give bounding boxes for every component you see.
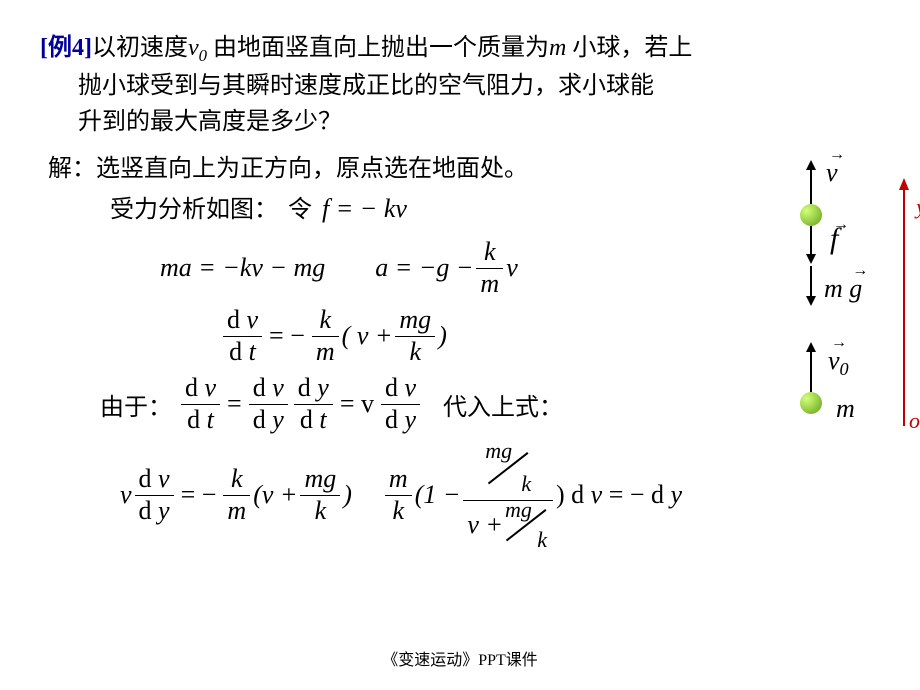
v-arrow-shaft: [810, 168, 812, 204]
slide-content: [例4]以初速度v0 由地面竖直向上抛出一个质量为m 小球，若上 抛小球受到与其…: [0, 0, 920, 690]
force-diagram: y o →v →f m →g →v0 m: [750, 150, 900, 470]
ball-upper: [800, 204, 822, 226]
f-label: →f: [830, 222, 838, 256]
problem-statement: [例4]以初速度v0 由地面竖直向上抛出一个质量为m 小球，若上 抛小球受到与其…: [40, 30, 880, 140]
v0-arrow-shaft: [810, 350, 812, 392]
m-var: m: [549, 35, 566, 61]
eq3-label-b: 代入上式：: [443, 387, 563, 422]
v0-arrow-head: [806, 342, 816, 352]
slide-footer: 《变速运动》PPT课件: [0, 646, 920, 670]
problem-line2: 抛小球受到与其瞬时速度成正比的空气阻力，求小球能: [78, 68, 654, 104]
equation-3: d vd t = d vd y d yd t = v d vd y: [178, 374, 423, 434]
v0-label: →v0: [828, 346, 849, 380]
eq1-v: v: [506, 253, 518, 283]
eq2-eq: = −: [269, 321, 305, 351]
let-label: 令: [288, 191, 312, 229]
origin-label: o: [909, 408, 920, 434]
eq1-frac-km: k m: [476, 238, 503, 298]
y-axis-label: y: [916, 194, 920, 220]
mg-arrow-head: [806, 296, 816, 306]
eq2-mgk: mg k: [395, 306, 435, 366]
eq2-lhs: d v d t: [223, 306, 262, 366]
mg-arrow-shaft: [810, 266, 812, 298]
v-label: →v: [826, 158, 838, 188]
eq3-label-a: 由于：: [100, 387, 172, 422]
eq2-close: ): [438, 321, 447, 351]
f-eq: f = − kv: [322, 188, 407, 230]
v-arrow-head: [806, 160, 816, 170]
f-arrow-head: [806, 254, 816, 264]
eq1-left: ma = −kv − mg: [160, 253, 325, 283]
eq1-right-a: a = −g −: [375, 253, 473, 283]
ball-lower: [800, 392, 822, 414]
eq2-open: ( v +: [342, 321, 393, 351]
y-axis-arrowhead: [899, 178, 909, 190]
eq4-big-frac: mgk v + mgk: [463, 443, 553, 549]
v0-sub: 0: [199, 46, 207, 65]
problem-text-1c: 小球，若上: [566, 35, 692, 61]
v0-var: v: [188, 35, 199, 61]
example-label: [例4]: [40, 35, 92, 61]
m-label: m: [836, 394, 855, 424]
mg-label: m →g: [824, 274, 862, 304]
solution-line2: 受力分析如图：: [110, 191, 278, 229]
problem-text-1a: 以初速度: [92, 35, 188, 61]
eq2-km: k m: [312, 306, 339, 366]
problem-line3: 升到的最大高度是多少？: [78, 104, 342, 140]
y-axis-line: [903, 186, 905, 426]
f-arrow-shaft: [810, 226, 812, 256]
problem-text-1b: 由地面竖直向上抛出一个质量为: [213, 35, 549, 61]
